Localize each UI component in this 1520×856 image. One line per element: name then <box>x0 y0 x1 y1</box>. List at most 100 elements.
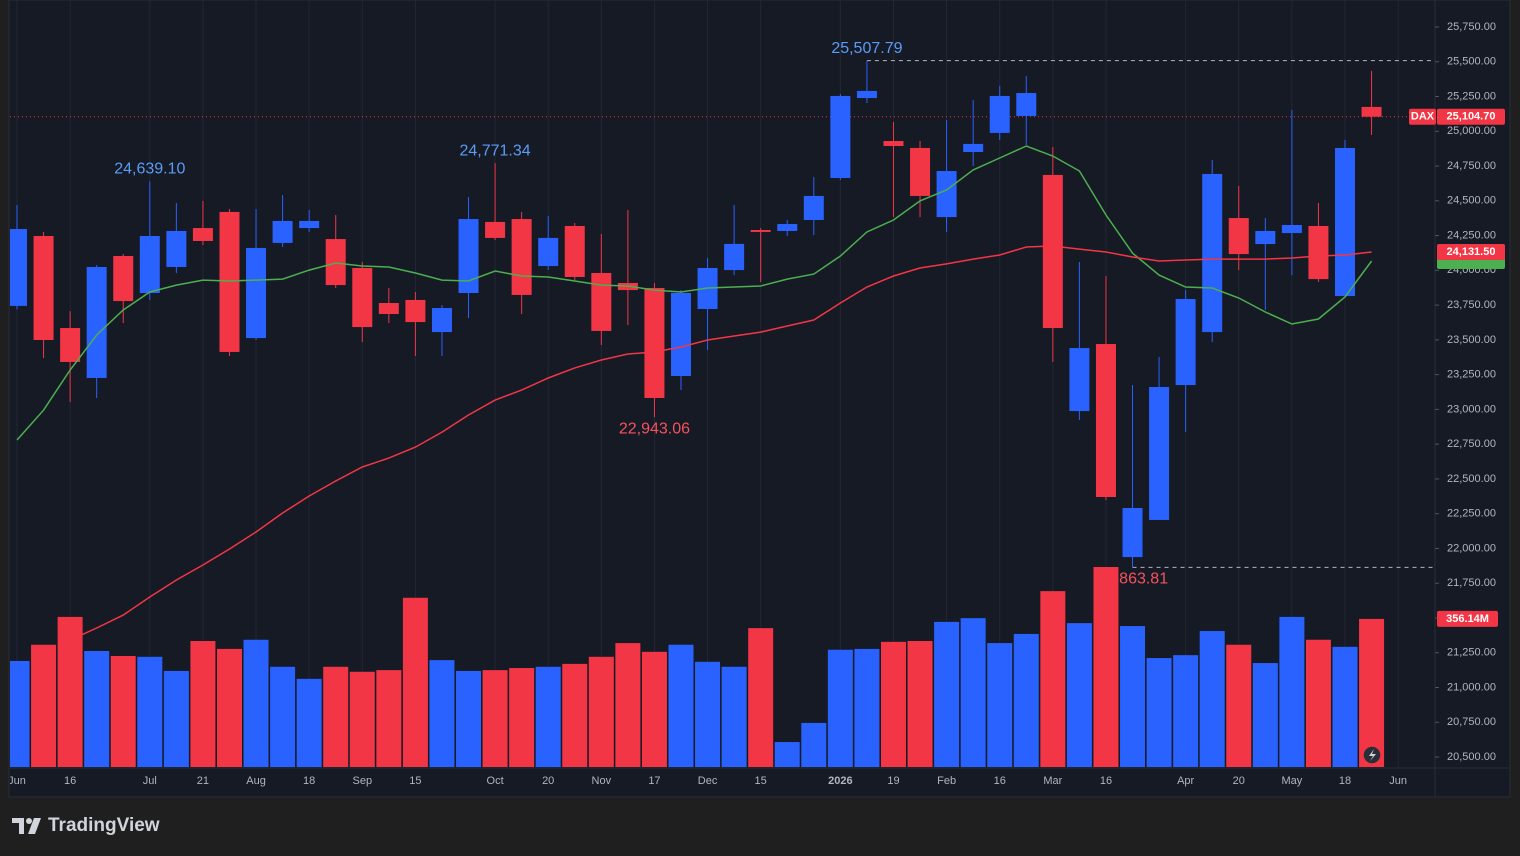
volume-bar <box>588 656 614 767</box>
y-tick-label: 20,500.00 <box>1447 751 1496 763</box>
candle-body <box>1095 344 1116 497</box>
y-tick-label: 24,500.00 <box>1447 195 1496 207</box>
y-tick-label: 25,750.00 <box>1447 21 1496 33</box>
volume-bar <box>349 671 375 767</box>
candle-body <box>1175 298 1196 386</box>
candle-body <box>963 143 984 152</box>
candle-body <box>1042 174 1063 329</box>
candle-body <box>591 272 612 331</box>
candle-body <box>246 247 267 339</box>
volume-bar <box>854 648 880 767</box>
price-tag-label: 25,104.70 <box>1447 111 1496 123</box>
candle-body <box>192 228 213 241</box>
x-tick-label: 17 <box>648 775 660 787</box>
y-tick-label: 23,750.00 <box>1447 299 1496 311</box>
volume-bar <box>987 643 1013 767</box>
ma-tag <box>1437 244 1505 261</box>
candle-body <box>724 243 745 271</box>
y-tick-label: 23,500.00 <box>1447 334 1496 346</box>
x-tick-label: 15 <box>755 775 767 787</box>
y-tick-label: 21,750.00 <box>1447 577 1496 589</box>
volume-bar <box>323 666 349 767</box>
candle-body <box>856 90 877 99</box>
volume-bar <box>562 663 588 767</box>
volume-bar <box>456 670 482 767</box>
volume-tag <box>1437 610 1498 627</box>
price-tag <box>1437 108 1505 125</box>
candle-body <box>166 230 187 267</box>
candle-body <box>538 237 559 267</box>
volume-bar <box>880 641 906 767</box>
candle-body <box>671 292 691 377</box>
volume-bar <box>748 628 774 767</box>
candle-body <box>1255 230 1276 245</box>
x-tick-label: 20 <box>1233 775 1245 787</box>
candle-body <box>1149 387 1170 520</box>
volume-bar <box>695 661 721 767</box>
volume-bar <box>1120 626 1146 767</box>
x-tick-label: Jul <box>143 775 157 787</box>
volume-bar <box>1305 639 1331 767</box>
candle-body <box>803 195 824 220</box>
moving-averages <box>16 145 1373 641</box>
symbol-tag-label: DAX <box>1411 111 1435 123</box>
x-tick-label: Nov <box>592 775 612 787</box>
x-tick-label: 19 <box>887 775 899 787</box>
candle-body <box>485 221 506 238</box>
x-tick-label: 16 <box>994 775 1006 787</box>
y-tick-label: 20,750.00 <box>1447 716 1496 728</box>
volume-bar <box>1013 633 1039 767</box>
x-tick-label: 18 <box>303 775 315 787</box>
brand-logo[interactable]: TradingView <box>12 815 160 836</box>
candle-body <box>139 235 160 293</box>
volume-bar <box>84 650 110 767</box>
y-tick-label: 23,000.00 <box>1447 403 1496 415</box>
volume-bar <box>1199 631 1225 767</box>
y-tick-label: 24,250.00 <box>1447 229 1496 241</box>
x-tick-label: Dec <box>698 775 718 787</box>
candle-body <box>750 230 771 232</box>
volume-bar <box>960 618 986 767</box>
volume-bar <box>482 670 508 767</box>
x-tick-label: 16 <box>1100 775 1112 787</box>
volume-bar <box>509 668 535 767</box>
volume-pane <box>10 567 1385 767</box>
volume-bar <box>1173 655 1199 767</box>
candle-body <box>458 219 479 293</box>
candle-body <box>1228 218 1249 255</box>
candle-body <box>830 95 851 178</box>
annotations: 24,639.1024,771.3425,507.7922,943.0621,8… <box>10 40 1435 588</box>
candle-body <box>60 328 81 362</box>
candle-body <box>1016 93 1037 116</box>
symbol-tag <box>1409 108 1436 125</box>
high-label: 25,507.79 <box>831 40 902 57</box>
candle-body <box>936 171 957 218</box>
candle-body <box>352 267 373 328</box>
x-tick-label: Jun <box>1389 775 1407 787</box>
volume-bar <box>402 597 428 767</box>
x-tick-label: Mar <box>1043 775 1062 787</box>
volume-bar <box>1093 567 1119 767</box>
time-axis: Jun 16 Jul 21 Aug 18 Sep 15 Oct 20 Nov 17 Dec 15 2026 1… <box>10 775 1407 787</box>
candles <box>10 60 1382 568</box>
volume-bar <box>934 621 960 767</box>
volume-bar <box>31 644 57 767</box>
high-label: 24,639.10 <box>114 161 185 178</box>
volume-bar <box>296 678 322 767</box>
candle-body <box>1308 225 1329 280</box>
x-tick-label: Oct <box>487 775 504 787</box>
y-tick-label: 25,250.00 <box>1447 90 1496 102</box>
x-tick-label: 20 <box>542 775 554 787</box>
replay-icon[interactable] <box>1362 745 1382 765</box>
moving-average <box>69 245 1372 641</box>
candle-body <box>564 225 585 278</box>
y-tick-label: 22,500.00 <box>1447 473 1496 485</box>
price-tags: 24,131.50 DAX 25,104.70 356.14M <box>1409 108 1505 627</box>
volume-bar <box>801 722 827 767</box>
volume-bar <box>668 644 694 767</box>
candle-body <box>86 266 107 378</box>
low-label: 22,943.06 <box>619 421 690 438</box>
volume-bar <box>57 616 83 767</box>
x-tick-label: May <box>1281 775 1302 787</box>
